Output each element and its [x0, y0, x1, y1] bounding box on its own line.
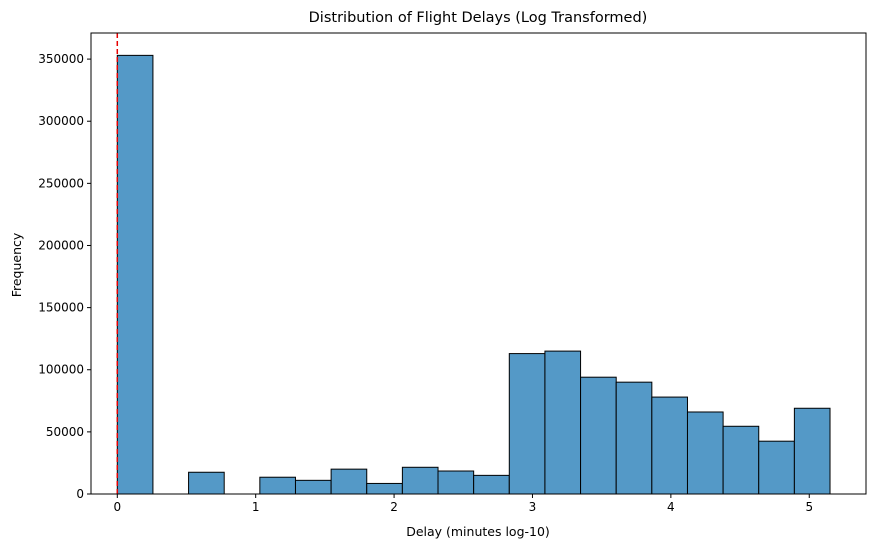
y-tick-label: 100000 — [38, 363, 84, 377]
y-tick-label: 350000 — [38, 52, 84, 66]
x-tick-label: 1 — [252, 500, 260, 514]
histogram-bar — [473, 474, 510, 495]
y-tick-label: 250000 — [38, 176, 84, 190]
y-tick-label: 0 — [76, 487, 84, 501]
histogram-bar — [330, 468, 368, 495]
histogram-bar — [116, 54, 154, 495]
histogram-bar — [366, 482, 403, 495]
histogram-bar — [722, 425, 760, 495]
histogram-bar — [294, 479, 332, 495]
histogram-bar — [686, 411, 724, 495]
x-tick-label: 4 — [667, 500, 675, 514]
histogram-bar — [651, 396, 688, 495]
y-tick-label: 150000 — [38, 301, 84, 315]
histogram-bar — [437, 470, 475, 495]
x-axis: 0 1 2 3 4 5 — [113, 494, 813, 514]
plot-frame — [90, 32, 867, 495]
histogram-bar — [401, 466, 439, 495]
x-tick-label: 3 — [529, 500, 537, 514]
y-tick-label: 200000 — [38, 238, 84, 252]
y-tick-label: 50000 — [46, 425, 84, 439]
chart-title: Distribution of Flight Delays (Log Trans… — [309, 10, 648, 26]
histogram-bar — [758, 440, 795, 495]
x-tick-label: 5 — [805, 500, 813, 514]
histogram-bar — [615, 381, 653, 495]
y-axis-label: Frequency — [9, 232, 24, 297]
histogram-bar — [793, 407, 831, 495]
histogram-bar — [544, 350, 582, 495]
y-tick-label: 300000 — [38, 114, 84, 128]
y-axis: 0 50000 100000 150000 200000 250000 300000 3500… — [38, 52, 91, 501]
x-tick-label: 2 — [390, 500, 398, 514]
histogram-bar — [508, 353, 546, 495]
histogram-bar — [259, 476, 296, 495]
bars-group — [116, 54, 831, 495]
x-tick-label: 0 — [113, 500, 121, 514]
histogram-bar — [188, 471, 225, 495]
x-axis-label: Delay (minutes log-10) — [406, 524, 550, 539]
histogram-bar — [580, 376, 617, 495]
